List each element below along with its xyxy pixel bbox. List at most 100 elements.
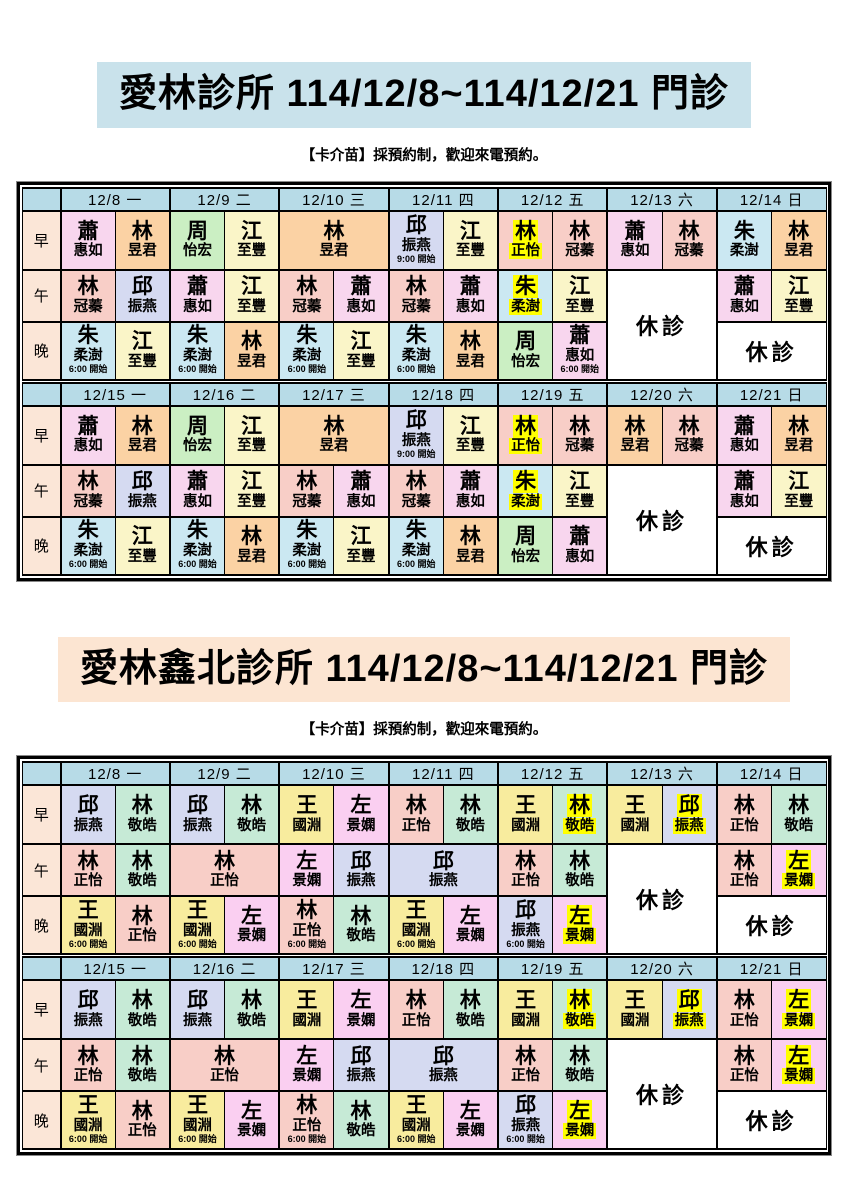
doctor-given-name: 敬皓: [237, 817, 267, 834]
highlight-mark: 邱: [676, 989, 702, 1013]
doctor-surname: 江: [788, 275, 810, 299]
doctor-surname: 左: [459, 904, 481, 928]
doctor-cell: 邱振燕: [387, 1038, 499, 1092]
doctor-surname: 林: [296, 275, 318, 299]
doctor-given-name: 景嫻: [237, 928, 267, 945]
doctor-surname: 蕭: [569, 324, 591, 348]
doctor-surname: 周: [186, 219, 208, 243]
doctor-surname: 左: [350, 989, 372, 1013]
doctor-cell: 林正怡: [168, 843, 280, 897]
doctor-cell: 朱柔澍 6:00 開始: [59, 515, 116, 576]
doctor-surname: 江: [131, 525, 153, 549]
doctor-given-name: 振燕: [401, 432, 431, 449]
doctor-cell: 左景嫻: [770, 1038, 827, 1092]
doctor-surname: 林: [405, 470, 427, 494]
doctor-given-name: 振燕: [663, 1012, 716, 1029]
doctor-given-name: 柔澍: [73, 543, 103, 560]
doctor-cell: 邱振燕: [114, 268, 171, 323]
doctor-surname: 林: [554, 989, 607, 1013]
doctor-cell: 朱柔澍: [497, 268, 554, 323]
vaccine-note: 【卡介苗】採預約制，歡迎來電預約。: [300, 147, 548, 164]
doctor-cell: 林昱君: [770, 404, 827, 466]
doctor-cell: 林昱君: [606, 404, 663, 466]
doctor-surname: 林: [500, 414, 552, 439]
doctor-surname: 林: [459, 330, 481, 354]
doctor-given-name: 正怡: [127, 1123, 157, 1140]
doctor-cell: 林冠蓁: [387, 463, 444, 518]
doctor-given-name: 惠如: [729, 298, 759, 315]
time-note: 6:00 開始: [178, 364, 217, 375]
doctor-surname: 林: [569, 849, 591, 873]
doctor-surname: 蕭: [186, 275, 208, 299]
doctor-surname: 周: [515, 330, 537, 354]
doctor-surname: 江: [459, 414, 481, 438]
doctor-cell: 左景嫻: [278, 843, 335, 897]
doctor-given-name: 敬皓: [346, 928, 376, 945]
date-header-cell: 12/8 一: [59, 761, 171, 786]
doctor-cell: 林敬皓: [333, 1090, 390, 1150]
doctor-given-name: 昱君: [127, 438, 157, 455]
doctor-given-name: 冠蓁: [674, 438, 704, 455]
doctor-given-name: 振燕: [346, 873, 376, 890]
doctor-given-name: 敬皓: [455, 1012, 485, 1029]
date-header-cell: 12/19 五: [496, 378, 608, 407]
doctor-surname: 林: [678, 414, 700, 438]
doctor-surname: 林: [131, 1099, 153, 1123]
doctor-surname: 林: [323, 414, 345, 438]
doctor-given-name: 惠如: [565, 348, 595, 365]
doctor-surname: 王: [405, 1093, 427, 1117]
doctor-cell: 林昱君: [224, 515, 280, 576]
doctor-cell: 林冠蓁: [552, 209, 608, 271]
schedule-table: 12/8 一 12/9 二 12/10 三 12/11 四 12/12 五 12/13 六…: [22, 186, 827, 576]
doctor-surname: 林: [241, 989, 263, 1013]
doctor-cell: 林正怡: [59, 843, 116, 897]
doctor-given-name: 柔澍: [729, 243, 759, 260]
doctor-surname: 蕭: [569, 525, 591, 549]
doctor-surname: 邱: [515, 898, 537, 922]
doctor-given-name: 至豐: [237, 243, 267, 260]
highlight-mark: 敬皓: [563, 1012, 597, 1029]
doctor-given-name: 柔澍: [182, 348, 212, 365]
date-header-cell: 12/10 三: [278, 186, 390, 212]
doctor-surname: 周: [186, 414, 208, 438]
doctor-cell: 林正怡 6:00 開始: [278, 1090, 335, 1150]
time-note: 6:00 開始: [560, 364, 600, 375]
time-label-cell: 早: [22, 979, 62, 1040]
doctor-surname: 江: [350, 330, 372, 354]
time-label-cell: 晚: [22, 1090, 62, 1150]
highlight-mark: 林: [513, 219, 539, 243]
doctor-surname: 林: [241, 525, 263, 549]
doctor-surname: 林: [131, 219, 153, 243]
doctor-given-name: 正怡: [401, 817, 431, 834]
doctor-surname: 朱: [77, 324, 99, 348]
doctor-given-name: 敬皓: [554, 817, 607, 834]
doctor-cell: 朱柔澍 6:00 開始: [278, 515, 335, 576]
doctor-cell: 江至豐: [333, 320, 390, 382]
doctor-given-name: 冠蓁: [401, 493, 431, 510]
doctor-surname: 江: [569, 275, 591, 299]
doctor-surname: 邱: [350, 849, 372, 873]
doctor-cell: 林正怡: [497, 404, 554, 466]
doctor-given-name: 國淵: [401, 1117, 431, 1134]
doctor-surname: 王: [186, 1093, 208, 1117]
doctor-surname: 王: [515, 794, 537, 818]
doctor-cell: 林正怡 6:00 開始: [278, 895, 335, 957]
doctor-given-name: 景嫻: [455, 928, 485, 945]
date-header-cell: 12/9 二: [168, 761, 280, 786]
corner-cell: [22, 953, 61, 981]
doctor-surname: 邱: [186, 989, 208, 1013]
doctor-given-name: 國淵: [182, 1117, 212, 1134]
doctor-surname: 邱: [663, 794, 716, 818]
doctor-cell: 朱柔澍 6:00 開始: [387, 320, 444, 382]
time-note: 6:00 開始: [287, 1133, 327, 1144]
time-note: 6:00 開始: [68, 1133, 108, 1144]
doctor-cell: 林正怡: [715, 784, 772, 845]
doctor-cell: 林昱君: [224, 320, 280, 382]
time-note: 6:00 開始: [396, 1133, 436, 1144]
time-label-cell: 晚: [22, 515, 62, 576]
doctor-surname: 周: [515, 525, 537, 549]
doctor-surname: 林: [296, 1093, 318, 1117]
doctor-given-name: 柔澍: [182, 543, 212, 560]
doctor-surname: 左: [296, 849, 318, 873]
doctor-cell: 蕭惠如: [168, 268, 226, 323]
